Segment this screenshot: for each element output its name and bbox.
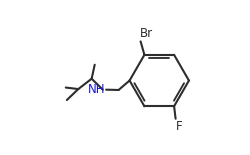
Text: NH: NH (88, 83, 106, 96)
Text: F: F (176, 120, 182, 133)
Text: Br: Br (140, 27, 153, 40)
